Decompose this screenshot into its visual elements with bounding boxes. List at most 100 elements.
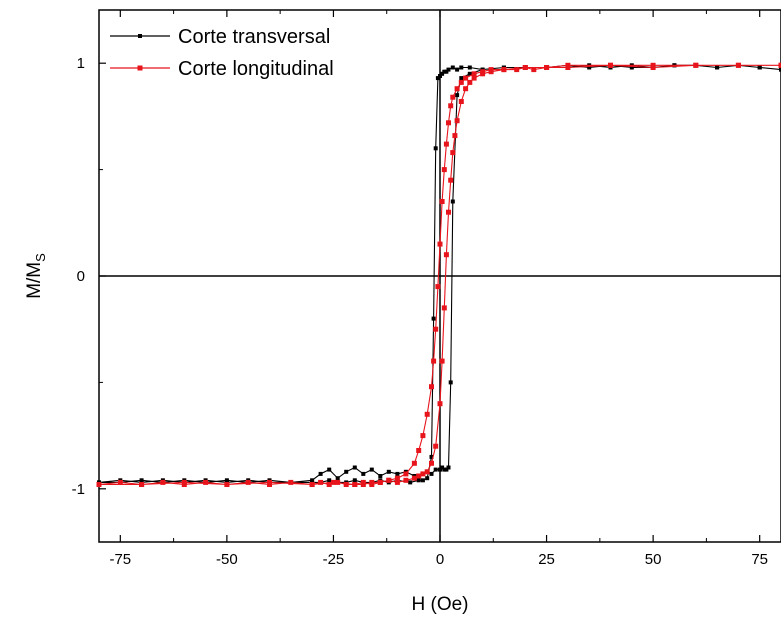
data-point bbox=[369, 479, 375, 485]
data-point bbox=[448, 177, 454, 183]
data-point bbox=[377, 479, 383, 485]
data-point bbox=[139, 482, 145, 487]
data-point bbox=[408, 480, 413, 485]
data-point bbox=[429, 460, 434, 466]
data-point bbox=[471, 71, 477, 77]
data-point bbox=[378, 474, 383, 478]
data-point bbox=[386, 469, 391, 474]
data-point bbox=[444, 69, 449, 74]
data-point bbox=[352, 465, 357, 470]
data-point bbox=[459, 65, 464, 70]
x-tick-label: 0 bbox=[436, 551, 444, 568]
data-point bbox=[450, 65, 455, 70]
data-point bbox=[395, 471, 400, 476]
x-tick-label: -50 bbox=[216, 551, 238, 568]
data-point bbox=[440, 71, 445, 76]
x-tick-label: -25 bbox=[323, 551, 345, 568]
data-point bbox=[488, 67, 494, 73]
data-point bbox=[318, 479, 324, 485]
data-point bbox=[452, 133, 458, 139]
data-point bbox=[450, 199, 455, 204]
x-axis-title: H (Oe) bbox=[412, 594, 469, 615]
data-point bbox=[443, 141, 449, 147]
data-point bbox=[224, 482, 230, 487]
x-tick-label: 25 bbox=[538, 551, 555, 568]
data-point bbox=[531, 67, 537, 73]
legend-marker-longitudinal bbox=[137, 65, 143, 71]
data-point bbox=[420, 433, 426, 439]
data-point bbox=[448, 380, 453, 385]
x-tick-label: -75 bbox=[109, 551, 131, 568]
data-point bbox=[224, 478, 229, 483]
data-point bbox=[437, 241, 443, 247]
data-point bbox=[439, 358, 445, 364]
data-point bbox=[429, 471, 434, 476]
data-point bbox=[117, 479, 123, 485]
data-point bbox=[441, 305, 447, 311]
data-point bbox=[424, 411, 430, 417]
data-point bbox=[360, 482, 366, 487]
data-point bbox=[310, 478, 315, 483]
legend-label-transversal: Corte transversal bbox=[178, 26, 330, 48]
data-point bbox=[458, 79, 464, 85]
data-point bbox=[429, 384, 434, 390]
data-point bbox=[715, 65, 720, 70]
legend-item-transversal: Corte transversal bbox=[110, 26, 330, 48]
data-point bbox=[433, 146, 438, 151]
data-point bbox=[245, 479, 251, 485]
data-point bbox=[327, 478, 332, 483]
series-layer bbox=[96, 62, 781, 487]
data-point bbox=[440, 465, 445, 470]
y-axis-title-subscript: S bbox=[33, 253, 48, 262]
legend-label-longitudinal: Corte longitudinal bbox=[178, 58, 334, 80]
data-point bbox=[448, 103, 454, 109]
data-point bbox=[425, 476, 430, 481]
legend-item-longitudinal: Corte longitudinal bbox=[110, 58, 334, 80]
data-point bbox=[471, 75, 477, 81]
x-tick-label: 75 bbox=[751, 551, 768, 568]
data-point bbox=[757, 65, 762, 70]
data-point bbox=[343, 482, 349, 487]
data-point bbox=[450, 94, 456, 100]
legend: Corte transversal Corte longitudinal bbox=[110, 26, 334, 80]
data-point bbox=[420, 478, 425, 483]
data-point bbox=[437, 401, 443, 407]
data-point bbox=[446, 120, 451, 126]
y-axis-ticks: -1 0 1 bbox=[72, 55, 106, 498]
data-point bbox=[442, 69, 447, 74]
data-point bbox=[344, 469, 349, 474]
data-point bbox=[433, 467, 438, 472]
data-point bbox=[514, 67, 520, 73]
data-point bbox=[522, 65, 528, 70]
data-point bbox=[446, 67, 451, 72]
data-point bbox=[565, 62, 571, 68]
data-point bbox=[352, 482, 358, 487]
data-point bbox=[438, 467, 442, 472]
data-point bbox=[403, 477, 409, 483]
data-point bbox=[352, 478, 357, 483]
y-axis-title: M/MS bbox=[24, 253, 48, 299]
data-point bbox=[435, 76, 440, 81]
data-point bbox=[403, 471, 409, 477]
data-point bbox=[394, 479, 400, 485]
data-point bbox=[431, 316, 436, 321]
x-axis-ticks: -75 -50 -25 0 25 50 75 bbox=[109, 10, 768, 568]
data-point bbox=[444, 467, 449, 472]
data-point bbox=[416, 473, 422, 479]
data-point bbox=[181, 479, 187, 485]
data-point bbox=[203, 479, 209, 485]
data-point bbox=[438, 74, 442, 78]
series-1 bbox=[96, 62, 781, 487]
data-point bbox=[650, 65, 656, 70]
y-tick-label: -1 bbox=[72, 481, 85, 498]
data-point bbox=[441, 167, 447, 173]
data-point bbox=[411, 475, 417, 481]
data-point bbox=[431, 358, 437, 364]
data-point bbox=[335, 476, 340, 481]
data-point bbox=[467, 65, 472, 70]
data-point bbox=[361, 471, 366, 476]
data-point bbox=[455, 93, 460, 98]
data-point bbox=[778, 62, 781, 68]
data-point bbox=[139, 478, 144, 483]
y-tick-label: 1 bbox=[77, 55, 85, 72]
